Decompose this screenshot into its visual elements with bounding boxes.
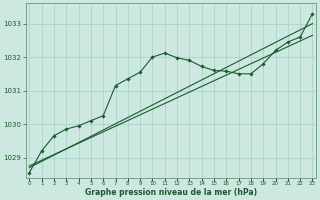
X-axis label: Graphe pression niveau de la mer (hPa): Graphe pression niveau de la mer (hPa) (85, 188, 257, 197)
